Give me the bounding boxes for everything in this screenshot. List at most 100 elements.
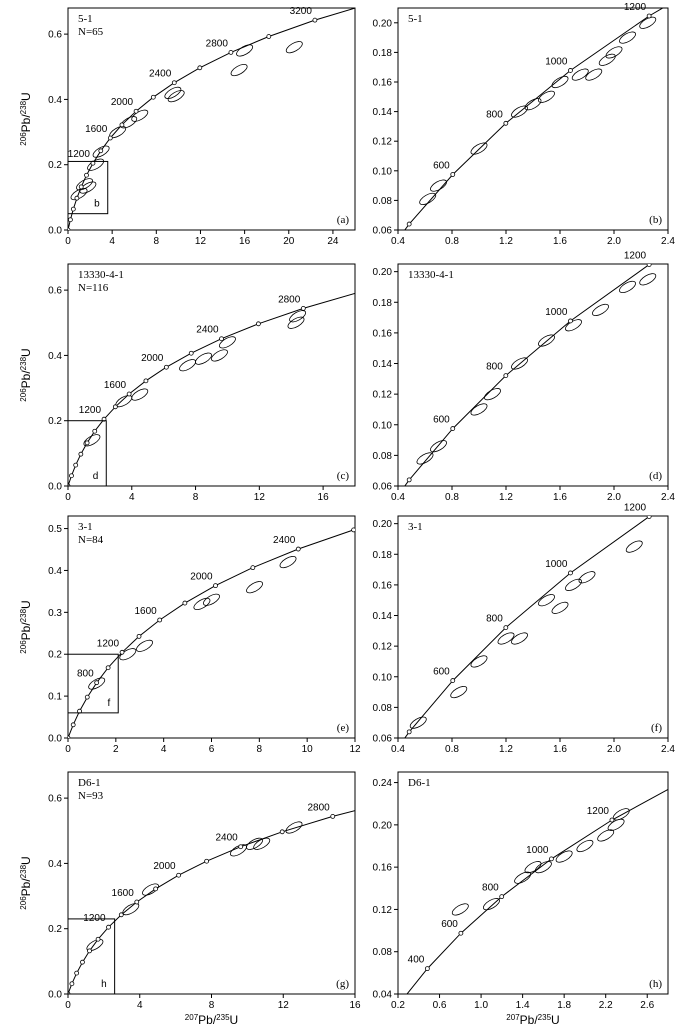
inset-box — [67, 653, 119, 714]
y-tick-label: 0.2 — [48, 160, 62, 171]
x-tick-label: 8 — [257, 744, 263, 755]
x-tick-label: 2.0 — [607, 492, 621, 503]
plot-content — [404, 516, 652, 738]
y-tick-label: 0.4 — [48, 95, 62, 106]
age-label: 1200 — [624, 251, 647, 262]
x-tick-label: 12 — [254, 492, 266, 503]
y-tick-label: 0.20 — [373, 267, 393, 278]
y-tick-label: 0.20 — [373, 519, 393, 530]
axis-label: 207Pb/235U — [185, 1013, 238, 1028]
age-label: 2000 — [153, 861, 176, 872]
sample-label: 13330-4-1 — [408, 269, 454, 281]
concordia-age-point — [213, 583, 218, 589]
error-ellipse — [430, 179, 447, 192]
concordia-age-point — [568, 570, 573, 576]
concordia-age-point — [87, 948, 92, 954]
y-tick-label: 0.14 — [373, 359, 393, 370]
concordia-age-point — [68, 217, 73, 223]
error-ellipse — [470, 142, 488, 155]
age-label: 2400 — [215, 833, 238, 844]
concordia-age-point — [609, 817, 615, 823]
concordia-age-point — [98, 148, 104, 154]
concordia-age-point — [219, 336, 224, 342]
concordia-age-point — [295, 546, 301, 552]
error-ellipse — [70, 188, 88, 201]
age-label: 800 — [486, 614, 503, 625]
error-ellipse — [88, 677, 106, 690]
plot-content — [404, 264, 657, 486]
error-ellipse — [619, 31, 636, 44]
axis-label-part: 207 — [506, 1013, 520, 1022]
sample-label: 5-1 — [78, 13, 93, 25]
error-ellipse — [287, 316, 305, 329]
error-ellipse — [571, 68, 589, 81]
age-label: 2000 — [141, 353, 164, 364]
axis-label-part: 235 — [538, 1013, 552, 1022]
x-tick-label: 2.4 — [661, 744, 675, 755]
error-ellipse — [218, 336, 236, 349]
y-tick-label: 0.16 — [373, 863, 393, 874]
x-tick-label: 2 — [113, 744, 119, 755]
x-tick-label: 1.6 — [553, 744, 567, 755]
error-ellipse — [236, 44, 254, 57]
x-tick-label: 4 — [161, 744, 167, 755]
age-label: 2000 — [190, 572, 213, 583]
sample-label: 3-1 — [408, 521, 423, 533]
panel-label: (b) — [649, 214, 662, 226]
error-ellipse — [246, 581, 263, 594]
error-ellipse — [285, 821, 303, 834]
x-tick-label: 0.4 — [391, 236, 405, 247]
concordia-age-point — [568, 318, 573, 324]
axis-label-part: 206 — [19, 640, 28, 654]
y-tick-label: 0.2 — [48, 650, 62, 661]
concordia-age-point — [356, 291, 360, 295]
x-tick-label: 2.0 — [607, 236, 621, 247]
age-label: 2800 — [206, 38, 229, 49]
axis-label: 207Pb/235U — [506, 1013, 559, 1028]
concordia-age-point — [92, 428, 98, 434]
y-tick-label: 0.10 — [373, 420, 393, 431]
concordia-age-point — [143, 378, 149, 384]
inset-label: f — [107, 698, 110, 709]
sample-label: 13330-4-1 — [78, 269, 124, 281]
concordia-age-point — [330, 814, 336, 819]
x-tick-label: 0 — [65, 744, 71, 755]
concordia-age-point — [69, 981, 75, 987]
concordia-age-point — [250, 565, 256, 571]
axis-label-part: 207 — [185, 1013, 199, 1022]
concordia-age-point — [70, 722, 76, 728]
plot-frame — [67, 263, 356, 487]
y-tick-label: 0.24 — [373, 778, 393, 789]
concordia-age-point — [68, 735, 71, 738]
concordia-age-point — [70, 206, 76, 212]
x-tick-label: 2.4 — [661, 236, 675, 247]
error-ellipse — [538, 334, 555, 347]
error-ellipse — [592, 303, 609, 317]
error-ellipse — [619, 280, 636, 294]
concordia-age-point — [646, 516, 652, 520]
axis-label-part: U — [230, 1013, 239, 1027]
concordia-age-point — [279, 829, 285, 835]
x-tick-label: 4 — [137, 1000, 143, 1011]
sample-label: 3-1 — [78, 521, 93, 533]
y-tick-label: 0.0 — [48, 226, 62, 237]
axis-label-part: U — [551, 1013, 560, 1027]
age-label: 2400 — [149, 69, 172, 80]
age-label: 2400 — [196, 325, 219, 336]
error-ellipse — [409, 716, 427, 729]
error-ellipse — [179, 359, 197, 372]
concordia-age-point — [499, 894, 505, 900]
x-tick-label: 12 — [349, 744, 361, 755]
concordia-age-point — [105, 665, 111, 671]
y-tick-label: 0.16 — [373, 78, 393, 89]
x-tick-label: 24 — [327, 236, 339, 247]
concordia-age-point — [450, 426, 456, 431]
axis-label-part: Pb/ — [520, 1013, 539, 1027]
n-label: N=116 — [78, 282, 109, 294]
age-label: 1000 — [545, 56, 568, 67]
inset-box — [67, 160, 109, 215]
concordia-age-point — [238, 844, 244, 850]
concordia-age-point — [73, 462, 79, 468]
age-label: 1600 — [112, 888, 135, 899]
y-tick-label: 0.5 — [48, 524, 62, 535]
